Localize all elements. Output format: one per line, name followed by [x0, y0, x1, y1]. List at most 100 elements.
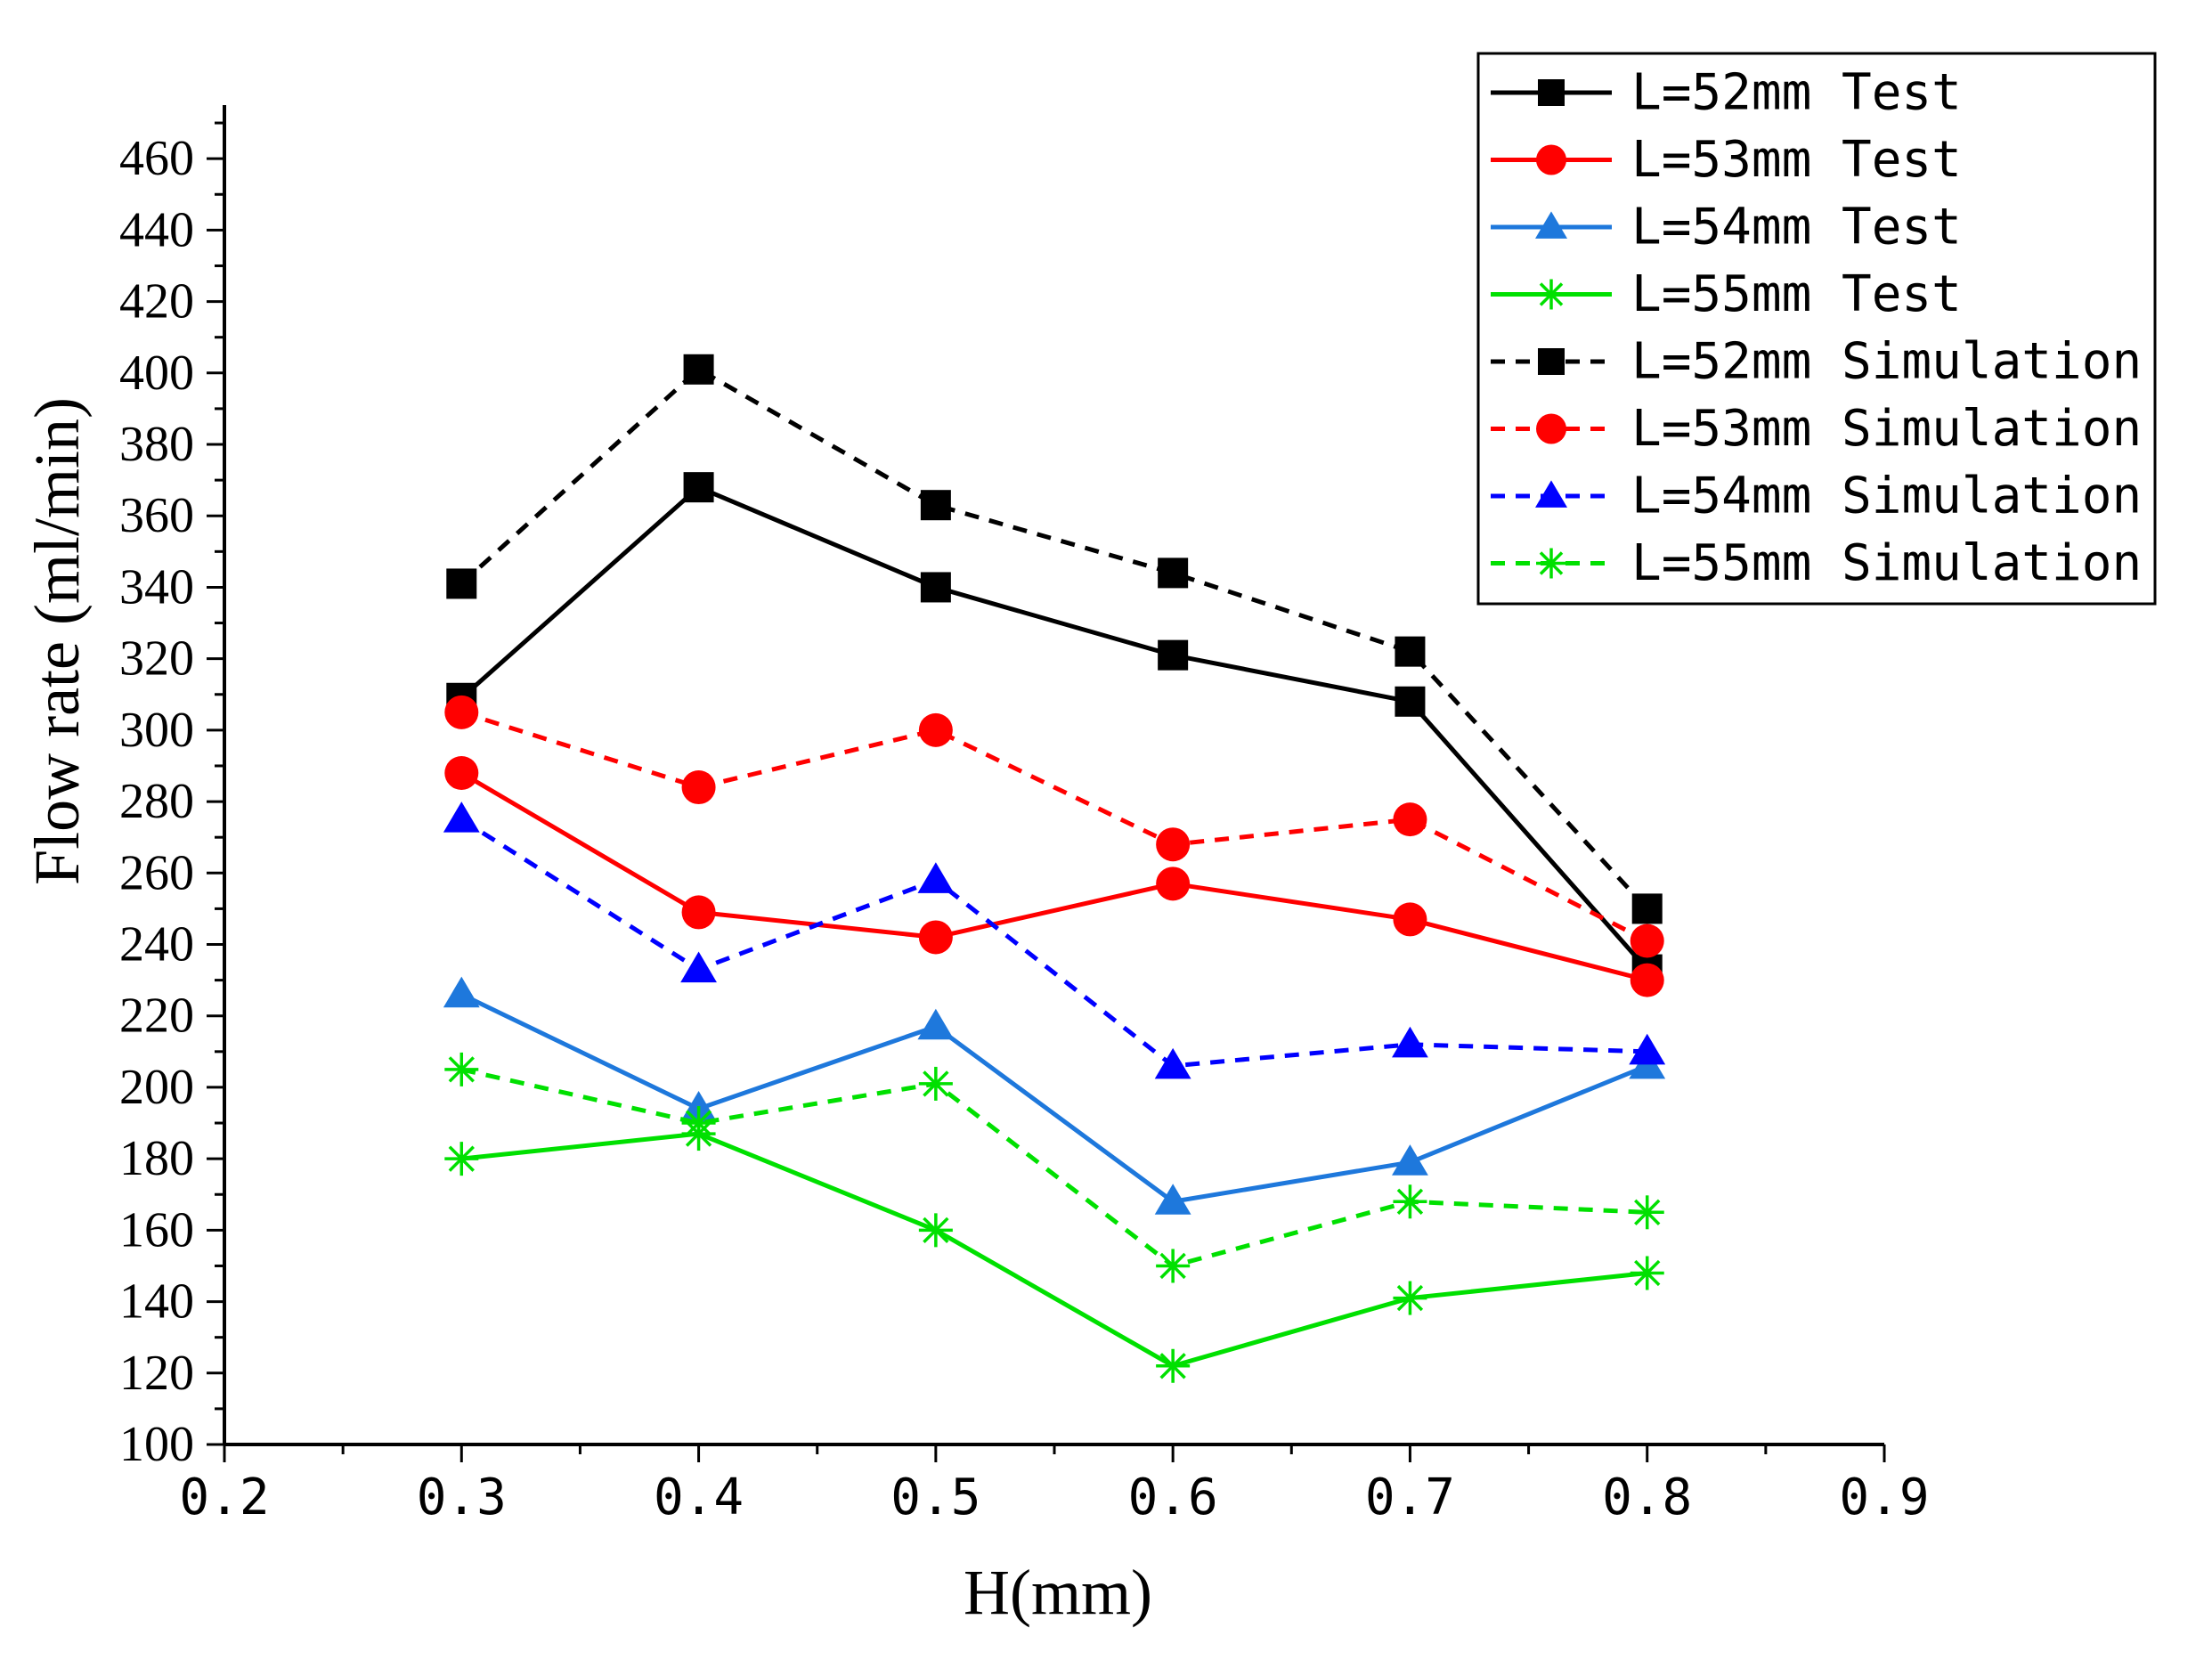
asterisk-stroke: [923, 1070, 949, 1097]
x-tick-label: 0.9: [1839, 1469, 1929, 1526]
y-tick-label: 240: [119, 917, 194, 972]
data-point-square: [1158, 639, 1189, 671]
data-point-circle: [918, 712, 953, 747]
series-l-54mm-test: [443, 976, 1666, 1215]
series-layer: [443, 354, 1666, 1383]
asterisk-stroke: [448, 1145, 475, 1172]
y-tick-label: 340: [119, 559, 194, 614]
data-point-circle: [681, 770, 716, 805]
asterisk-stroke: [1159, 1353, 1186, 1379]
data-point-triangle: [1154, 1184, 1191, 1215]
x-tick-label: 0.5: [890, 1469, 980, 1526]
legend-item: L=53mm Test: [1491, 131, 1962, 189]
data-point-circle: [1630, 963, 1664, 997]
series-l-53mm-simulation: [444, 695, 1664, 958]
legend-item: L=53mm Simulation: [1491, 400, 2142, 458]
series-l-54mm-simulation: [443, 802, 1666, 1079]
x-tick-label: 0.4: [654, 1469, 744, 1526]
data-point-circle: [1393, 902, 1427, 937]
series-l-55mm-simulation: [444, 1052, 1664, 1283]
legend-label: L=52mm Simulation: [1631, 333, 2142, 391]
data-point-asterisk: [444, 1142, 479, 1176]
legend-label: L=53mm Test: [1631, 131, 1962, 189]
series-line: [459, 367, 1649, 911]
y-tick-label: 360: [119, 488, 194, 543]
legend-item: L=52mm Test: [1491, 64, 1962, 122]
series-line: [460, 770, 1648, 983]
data-point-asterisk: [1536, 548, 1566, 579]
y-tick-label: 300: [119, 703, 194, 758]
series-line: [459, 818, 1647, 1069]
y-tick-label: 440: [119, 202, 194, 257]
asterisk-stroke: [1634, 1199, 1661, 1225]
data-point-square: [446, 568, 477, 599]
legend-item: L=55mm Simulation: [1491, 534, 2142, 592]
y-tick-label: 120: [119, 1346, 194, 1401]
asterisk-stroke: [923, 1217, 949, 1244]
legend-item: L=55mm Test: [1491, 265, 1962, 323]
data-point-square: [1395, 686, 1426, 717]
data-point-circle: [444, 695, 479, 729]
data-point-asterisk: [1630, 1256, 1664, 1290]
data-point-asterisk: [1393, 1281, 1427, 1315]
legend-item: L=52mm Simulation: [1491, 333, 2142, 391]
asterisk-stroke: [1634, 1259, 1661, 1287]
data-point-circle: [681, 895, 716, 930]
series-line: [460, 710, 1648, 943]
y-tick-label: 260: [119, 845, 194, 900]
y-tick-label: 320: [119, 631, 194, 687]
asterisk-stroke: [1159, 1252, 1186, 1280]
data-point-square: [683, 472, 714, 503]
x-tick-label: 0.6: [1128, 1469, 1218, 1526]
data-point-triangle: [1629, 1033, 1666, 1065]
data-point-square: [920, 572, 951, 603]
x-tick-label: 0.2: [179, 1469, 269, 1526]
data-point-square: [1631, 893, 1663, 924]
x-axis-title: H(mm): [964, 1557, 1152, 1628]
y-tick-label: 220: [119, 989, 194, 1044]
data-point-triangle: [917, 1008, 955, 1040]
data-point-triangle: [1535, 480, 1567, 508]
series-l-55mm-test: [444, 1117, 1664, 1383]
asterisk-stroke: [685, 1110, 712, 1136]
data-point-asterisk: [1156, 1348, 1191, 1383]
data-point-circle: [1536, 144, 1566, 175]
data-point-asterisk: [1536, 279, 1566, 310]
series-l-52mm-simulation: [446, 354, 1663, 924]
legend-label: L=55mm Simulation: [1631, 534, 2142, 592]
legend-label: L=54mm Test: [1631, 199, 1962, 256]
data-point-circle: [444, 755, 479, 790]
data-point-triangle: [1535, 211, 1567, 239]
data-point-square: [920, 490, 951, 521]
legend-label: L=54mm Simulation: [1631, 468, 2142, 525]
legend-label: L=53mm Simulation: [1631, 400, 2142, 458]
data-point-circle: [1156, 827, 1191, 862]
asterisk-stroke: [1539, 551, 1564, 575]
data-point-asterisk: [1156, 1249, 1191, 1283]
series-l-53mm-test: [444, 755, 1664, 997]
y-tick-label: 380: [119, 417, 194, 472]
data-point-asterisk: [681, 1106, 716, 1141]
data-point-asterisk: [918, 1066, 953, 1101]
y-tick-label: 140: [119, 1274, 194, 1330]
data-point-asterisk: [1393, 1184, 1427, 1219]
data-point-triangle: [1154, 1047, 1191, 1079]
series-line: [459, 484, 1649, 972]
legend-label: L=52mm Test: [1631, 64, 1962, 122]
data-point-asterisk: [918, 1213, 953, 1248]
data-point-circle: [1393, 802, 1427, 837]
y-tick-label: 180: [119, 1131, 194, 1186]
asterisk-stroke: [448, 1056, 475, 1083]
y-tick-label: 460: [119, 131, 194, 186]
data-point-triangle: [1392, 1144, 1428, 1176]
y-tick-label: 280: [119, 774, 194, 829]
asterisk-stroke: [1396, 1284, 1424, 1312]
data-point-square: [1538, 348, 1565, 375]
legend-box: [1476, 52, 2157, 606]
x-tick-label: 0.7: [1365, 1469, 1455, 1526]
axes: 100 120 140 160 180 200 220 240 260 280 300 320 340 3…: [119, 105, 1930, 1526]
data-point-circle: [1156, 867, 1191, 901]
series-line: [460, 992, 1648, 1204]
y-tick-label: 160: [119, 1202, 194, 1257]
data-point-circle: [918, 920, 953, 955]
